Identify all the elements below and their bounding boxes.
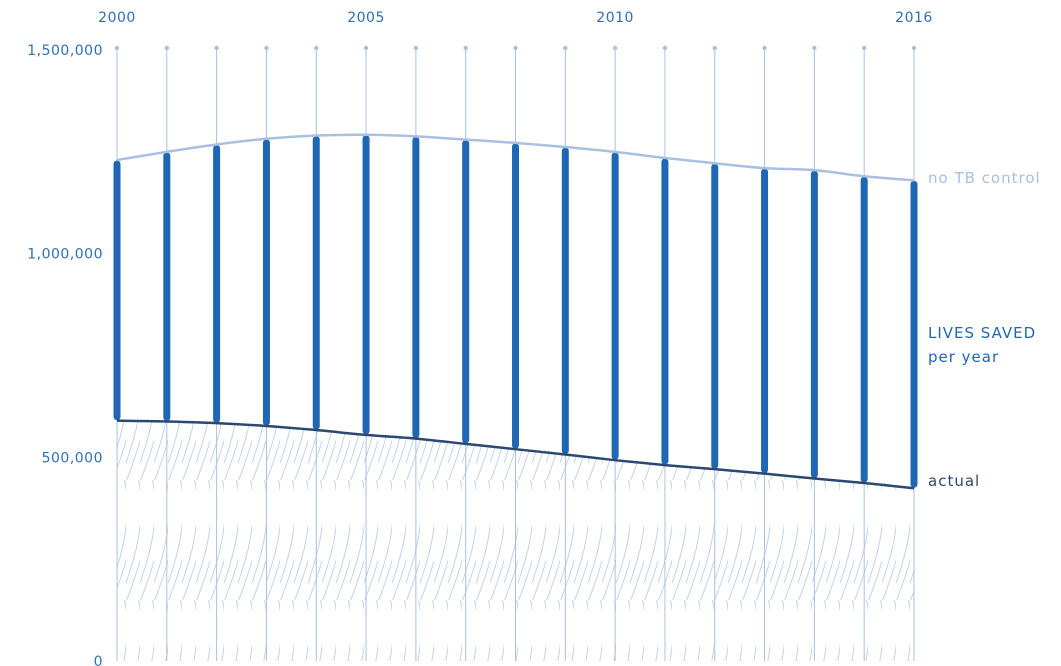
gridline-dot	[264, 45, 269, 51]
gridline-dot	[563, 45, 568, 51]
x-tick-label: 2005	[347, 10, 385, 26]
gridline-dot	[812, 45, 817, 51]
gridline-dot	[861, 45, 867, 51]
y-tick-label: 500,000	[42, 450, 103, 466]
series-label-actual: actual	[928, 472, 980, 490]
x-tick-label: 2016	[895, 10, 933, 26]
gridline-dot	[413, 45, 419, 51]
no-tb-control-line	[116, 133, 915, 182]
gridline-dot	[513, 45, 518, 51]
gridline-dot	[712, 45, 717, 51]
gridline-dot	[314, 45, 319, 51]
x-tick-label: 2010	[596, 10, 634, 26]
y-tick-label: 1,500,000	[27, 43, 103, 59]
lives-saved-bars	[113, 135, 918, 488]
gridline-dot	[662, 45, 668, 51]
gridline-dot	[762, 45, 767, 51]
gridline-dot	[612, 45, 618, 51]
actual-line	[116, 419, 915, 490]
series-label-no-tb-control: no TB control	[928, 169, 1041, 187]
series-labels: no TB control LIVES SAVED per year actua…	[928, 169, 1041, 490]
series-lines	[116, 133, 915, 490]
gridline-dot	[164, 45, 170, 51]
x-axis-tick-labels: 2000 2005 2010 2016	[98, 10, 933, 26]
lives-saved-label: LIVES SAVED	[928, 324, 1036, 342]
x-tick-label: 2000	[98, 10, 136, 26]
y-tick-label: 0	[94, 654, 103, 666]
per-year-label: per year	[928, 348, 999, 366]
gridline-dot	[463, 45, 468, 51]
y-axis-tick-labels: 0 500,000 1,000,000 1,500,000	[27, 43, 103, 666]
y-tick-label: 1,000,000	[27, 247, 103, 263]
gridline-dot	[114, 45, 120, 51]
gridline-dot	[363, 45, 369, 51]
gridline-dot	[911, 45, 917, 51]
gridline-dot	[214, 45, 219, 51]
